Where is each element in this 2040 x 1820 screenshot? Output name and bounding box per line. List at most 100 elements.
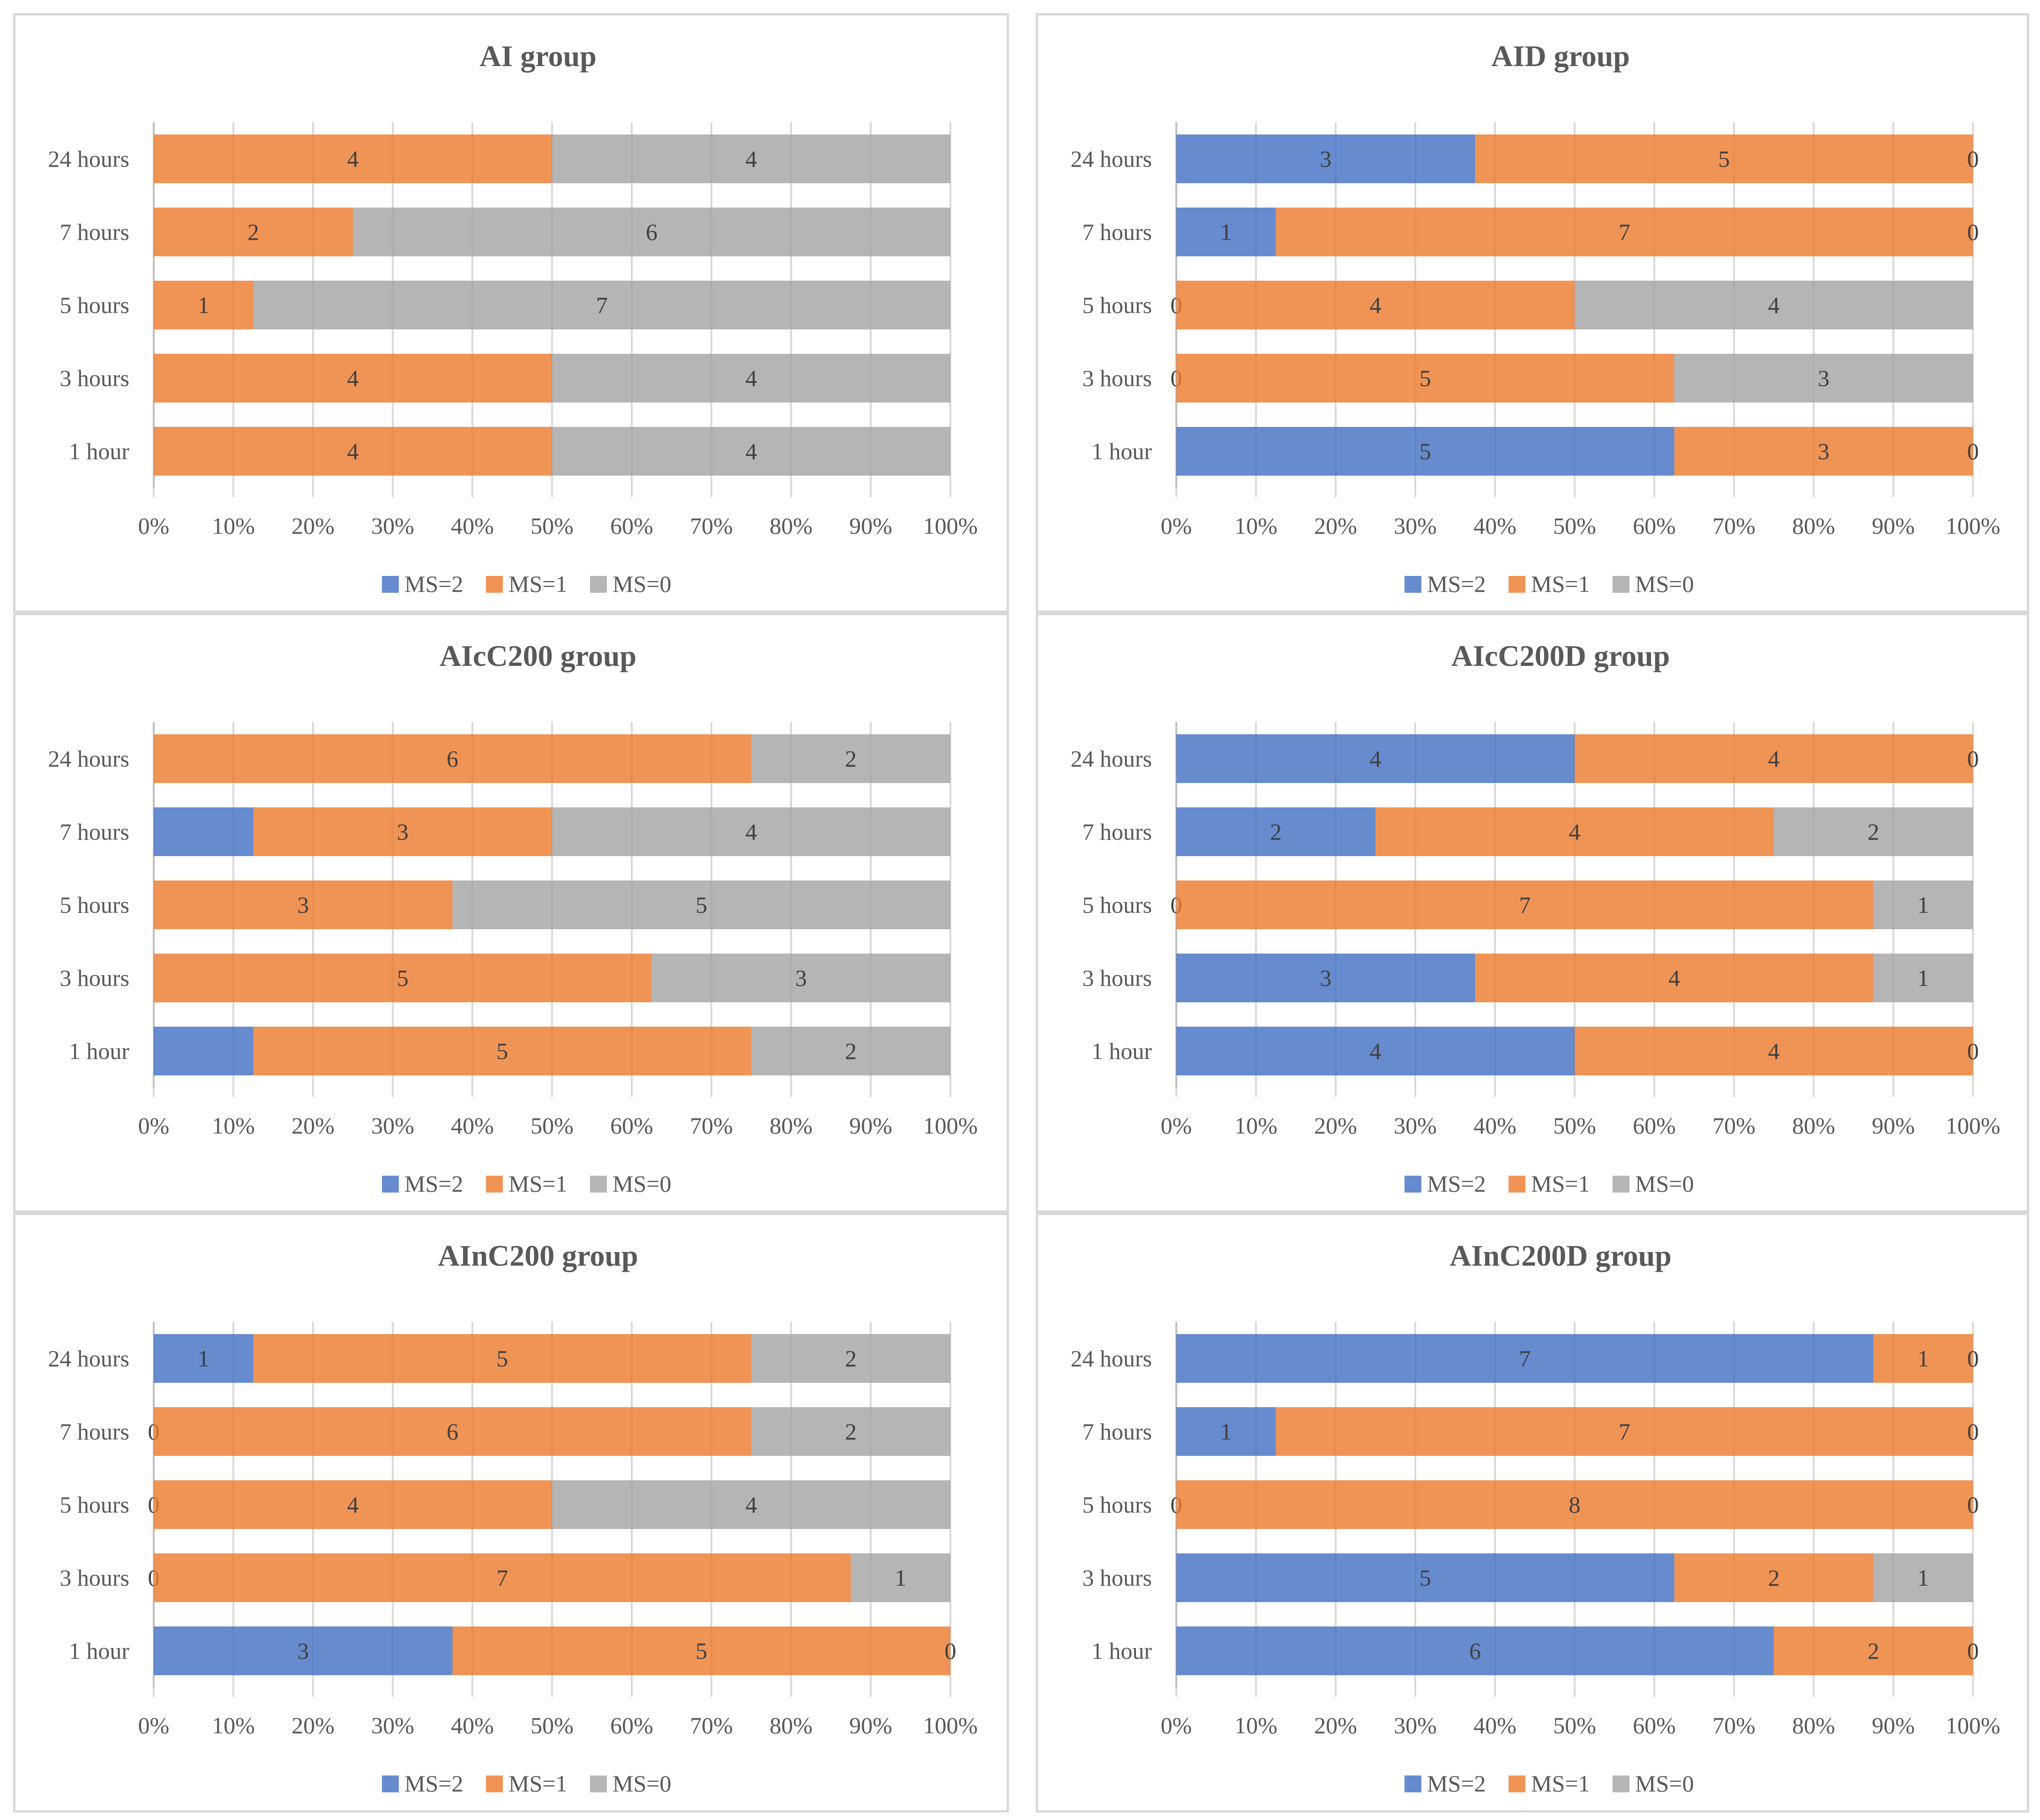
- data-label: 0: [1967, 1345, 1979, 1372]
- data-label: 4: [347, 365, 359, 391]
- x-tick-label: 80%: [1792, 1112, 1835, 1139]
- legend-label: MS=2: [404, 1770, 463, 1797]
- data-label: 5: [496, 1345, 508, 1372]
- legend-label: MS=1: [508, 571, 567, 597]
- bar-segment: [154, 1553, 851, 1602]
- x-tick-label: 30%: [1394, 513, 1437, 539]
- x-tick-label: 50%: [531, 1712, 574, 1738]
- chart-title: AInC200 group: [438, 1239, 638, 1272]
- bar-segment: [1575, 281, 1973, 329]
- bar-segment: [1176, 1334, 1874, 1383]
- legend-label: MS=2: [1427, 1770, 1486, 1797]
- data-label: 4: [1768, 1038, 1780, 1064]
- legend-swatch: [1405, 1176, 1421, 1193]
- chart-svg: AIcC200D group 0% 10% 20% 30% 40% 50% 60% 70% 80%…: [1070, 639, 2001, 1197]
- x-tick-label: 40%: [1473, 1112, 1517, 1139]
- chart-svg: AInC200 group 0% 10% 20% 30% 40% 50% 60% 70% 80% 9…: [48, 1239, 978, 1797]
- x-tick-label: 100%: [923, 1712, 978, 1738]
- data-label: 4: [1370, 746, 1382, 772]
- bar-segment: [552, 354, 950, 403]
- data-label: 7: [1619, 1418, 1630, 1445]
- bar-segment: [1176, 427, 1674, 476]
- legend-swatch: [590, 1775, 607, 1792]
- bar-segment: [1176, 354, 1674, 403]
- x-tick-label: 40%: [1473, 1712, 1517, 1738]
- data-label: 2: [1868, 1638, 1879, 1664]
- x-tick-label: 80%: [770, 513, 813, 539]
- category-label: 7 hours: [60, 1418, 129, 1445]
- bar-segment: [1774, 807, 1973, 856]
- legend-swatch: [1613, 576, 1629, 593]
- x-tick-label: 10%: [1234, 1712, 1278, 1738]
- data-label: 1: [1917, 1345, 1929, 1372]
- data-label: 3: [795, 965, 807, 991]
- legend-label: MS=2: [1427, 571, 1486, 597]
- data-label: 3: [1320, 965, 1331, 991]
- bar-segment: [1276, 208, 1973, 256]
- x-tick-label: 20%: [291, 1712, 335, 1738]
- category-label: 3 hours: [1082, 1565, 1152, 1591]
- legend-label: MS=1: [508, 1770, 567, 1797]
- category-label: 1 hour: [69, 1038, 130, 1064]
- data-label: 1: [1917, 892, 1929, 918]
- legend-label: MS=1: [508, 1171, 567, 1197]
- legend-swatch: [1509, 576, 1525, 593]
- data-label: 0: [1967, 1418, 1979, 1445]
- legend-swatch: [1405, 1775, 1421, 1792]
- x-tick-label: 20%: [291, 1112, 335, 1139]
- data-label: 4: [746, 146, 757, 172]
- legend-swatch: [382, 576, 399, 593]
- category-label: 24 hours: [1070, 746, 1152, 772]
- x-tick-label: 60%: [1633, 1712, 1676, 1738]
- chart-title: AI group: [479, 39, 597, 73]
- chart-panel: AID group 0% 10% 20% 30% 40% 50% 60% 70% 80% 90% 10…: [1036, 13, 2029, 613]
- bar-segment: [154, 1480, 552, 1529]
- legend-swatch: [1613, 1775, 1629, 1792]
- category-label: 3 hours: [1082, 365, 1152, 391]
- data-label: 0: [1967, 438, 1979, 464]
- data-label: 4: [1370, 1038, 1382, 1064]
- category-label: 3 hours: [60, 965, 129, 991]
- chart-title: AID group: [1491, 39, 1630, 73]
- legend-label: MS=0: [613, 1770, 671, 1797]
- legend-swatch: [1613, 1176, 1629, 1193]
- bar-segment: [1176, 1407, 1276, 1456]
- x-tick-label: 20%: [1314, 513, 1357, 539]
- bar-segment: [851, 1553, 950, 1602]
- chart-panel: AInC200D group 0% 10% 20% 30% 40% 50% 60% 70% 80%…: [1036, 1213, 2029, 1813]
- bar-segment: [154, 1334, 254, 1383]
- category-label: 3 hours: [1082, 965, 1152, 991]
- legend-swatch: [382, 1775, 399, 1792]
- bar-segment: [552, 807, 950, 856]
- legend-label: MS=1: [1531, 1770, 1590, 1797]
- x-tick-label: 100%: [923, 1112, 978, 1139]
- x-tick-label: 20%: [291, 513, 335, 539]
- x-tick-label: 30%: [371, 1112, 414, 1139]
- category-label: 1 hour: [1091, 1638, 1152, 1664]
- x-tick-label: 60%: [610, 1712, 653, 1738]
- data-label: 4: [1370, 292, 1382, 318]
- bar-segment: [154, 1626, 453, 1675]
- bar-segment: [1873, 1334, 1973, 1383]
- x-tick-label: 100%: [1946, 1112, 2001, 1139]
- bar-segment: [1475, 954, 1874, 1002]
- category-label: 7 hours: [1082, 819, 1152, 845]
- x-tick-label: 50%: [531, 513, 574, 539]
- x-tick-label: 60%: [1633, 513, 1676, 539]
- x-tick-label: 100%: [1946, 513, 2001, 539]
- chart-panel: AI group 0% 10% 20% 30% 40% 50% 60% 70% 80% 90% 100…: [13, 13, 1009, 613]
- category-label: 5 hours: [60, 1492, 129, 1518]
- bar-segment: [154, 880, 453, 929]
- data-label: 5: [496, 1038, 508, 1064]
- data-label: 2: [845, 1418, 857, 1445]
- x-tick-label: 80%: [770, 1712, 813, 1738]
- chart-panel: AIcC200D group 0% 10% 20% 30% 40% 50% 60% 70% 80%…: [1036, 613, 2029, 1213]
- category-label: 3 hours: [60, 365, 129, 391]
- x-tick-label: 90%: [849, 1712, 892, 1738]
- bar-segment: [253, 807, 552, 856]
- x-tick-label: 60%: [610, 1112, 653, 1139]
- x-tick-label: 0%: [138, 1712, 170, 1738]
- x-tick-label: 70%: [1712, 1112, 1756, 1139]
- category-label: 5 hours: [60, 292, 129, 318]
